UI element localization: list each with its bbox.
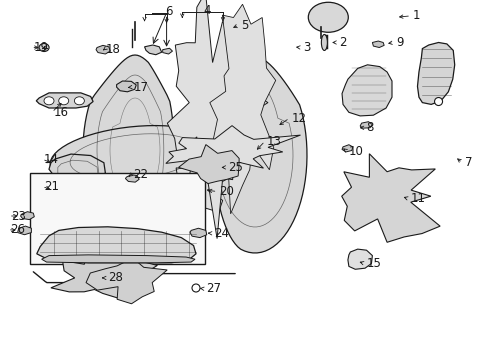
Polygon shape — [214, 57, 307, 253]
Polygon shape — [50, 126, 220, 188]
Ellipse shape — [44, 97, 54, 105]
Text: 7: 7 — [465, 156, 472, 169]
Ellipse shape — [39, 44, 49, 51]
Ellipse shape — [59, 97, 69, 105]
Text: 19: 19 — [33, 41, 49, 54]
Text: 12: 12 — [292, 112, 307, 125]
Text: 21: 21 — [44, 180, 59, 193]
Polygon shape — [178, 145, 239, 184]
Bar — [30, 173, 205, 264]
Polygon shape — [148, 167, 229, 213]
Text: 9: 9 — [396, 36, 403, 49]
Polygon shape — [166, 126, 300, 180]
Text: 2: 2 — [339, 36, 346, 49]
Polygon shape — [348, 249, 372, 269]
Text: 16: 16 — [54, 106, 69, 119]
Polygon shape — [342, 145, 353, 152]
Text: 23: 23 — [11, 210, 25, 222]
Polygon shape — [49, 154, 105, 184]
Text: 3: 3 — [303, 41, 310, 54]
Polygon shape — [163, 48, 172, 54]
Text: 24: 24 — [214, 227, 229, 240]
Text: 4: 4 — [204, 4, 211, 17]
Text: 25: 25 — [228, 161, 243, 174]
Ellipse shape — [74, 97, 84, 105]
Text: 13: 13 — [267, 135, 282, 148]
Polygon shape — [96, 45, 110, 54]
Text: 6: 6 — [166, 5, 173, 18]
Ellipse shape — [321, 35, 327, 50]
Text: 22: 22 — [133, 168, 148, 181]
Text: 18: 18 — [106, 43, 121, 56]
Text: 1: 1 — [413, 9, 420, 22]
Polygon shape — [51, 249, 157, 298]
Text: 14: 14 — [44, 153, 59, 166]
Polygon shape — [86, 258, 167, 304]
Ellipse shape — [192, 284, 200, 292]
Polygon shape — [372, 41, 384, 48]
Text: 5: 5 — [241, 19, 248, 32]
Polygon shape — [360, 122, 372, 128]
Text: 20: 20 — [220, 185, 234, 198]
Polygon shape — [417, 42, 455, 104]
Text: 10: 10 — [349, 145, 364, 158]
Text: 17: 17 — [133, 81, 148, 94]
Polygon shape — [145, 45, 162, 55]
Polygon shape — [342, 65, 392, 116]
Polygon shape — [36, 93, 93, 108]
Polygon shape — [18, 226, 31, 235]
Polygon shape — [37, 227, 196, 263]
Polygon shape — [83, 55, 174, 245]
Text: 28: 28 — [108, 271, 122, 284]
Text: 11: 11 — [411, 192, 426, 205]
Text: 27: 27 — [206, 282, 221, 295]
Polygon shape — [168, 0, 268, 239]
Polygon shape — [21, 212, 34, 220]
Text: 8: 8 — [367, 121, 374, 134]
Polygon shape — [342, 154, 440, 242]
Polygon shape — [42, 255, 195, 263]
Ellipse shape — [435, 98, 442, 105]
Polygon shape — [125, 175, 139, 182]
Polygon shape — [210, 4, 276, 214]
Text: 26: 26 — [10, 223, 25, 236]
Text: 15: 15 — [367, 257, 381, 270]
Polygon shape — [117, 81, 136, 92]
Ellipse shape — [308, 2, 348, 32]
Polygon shape — [190, 228, 207, 238]
